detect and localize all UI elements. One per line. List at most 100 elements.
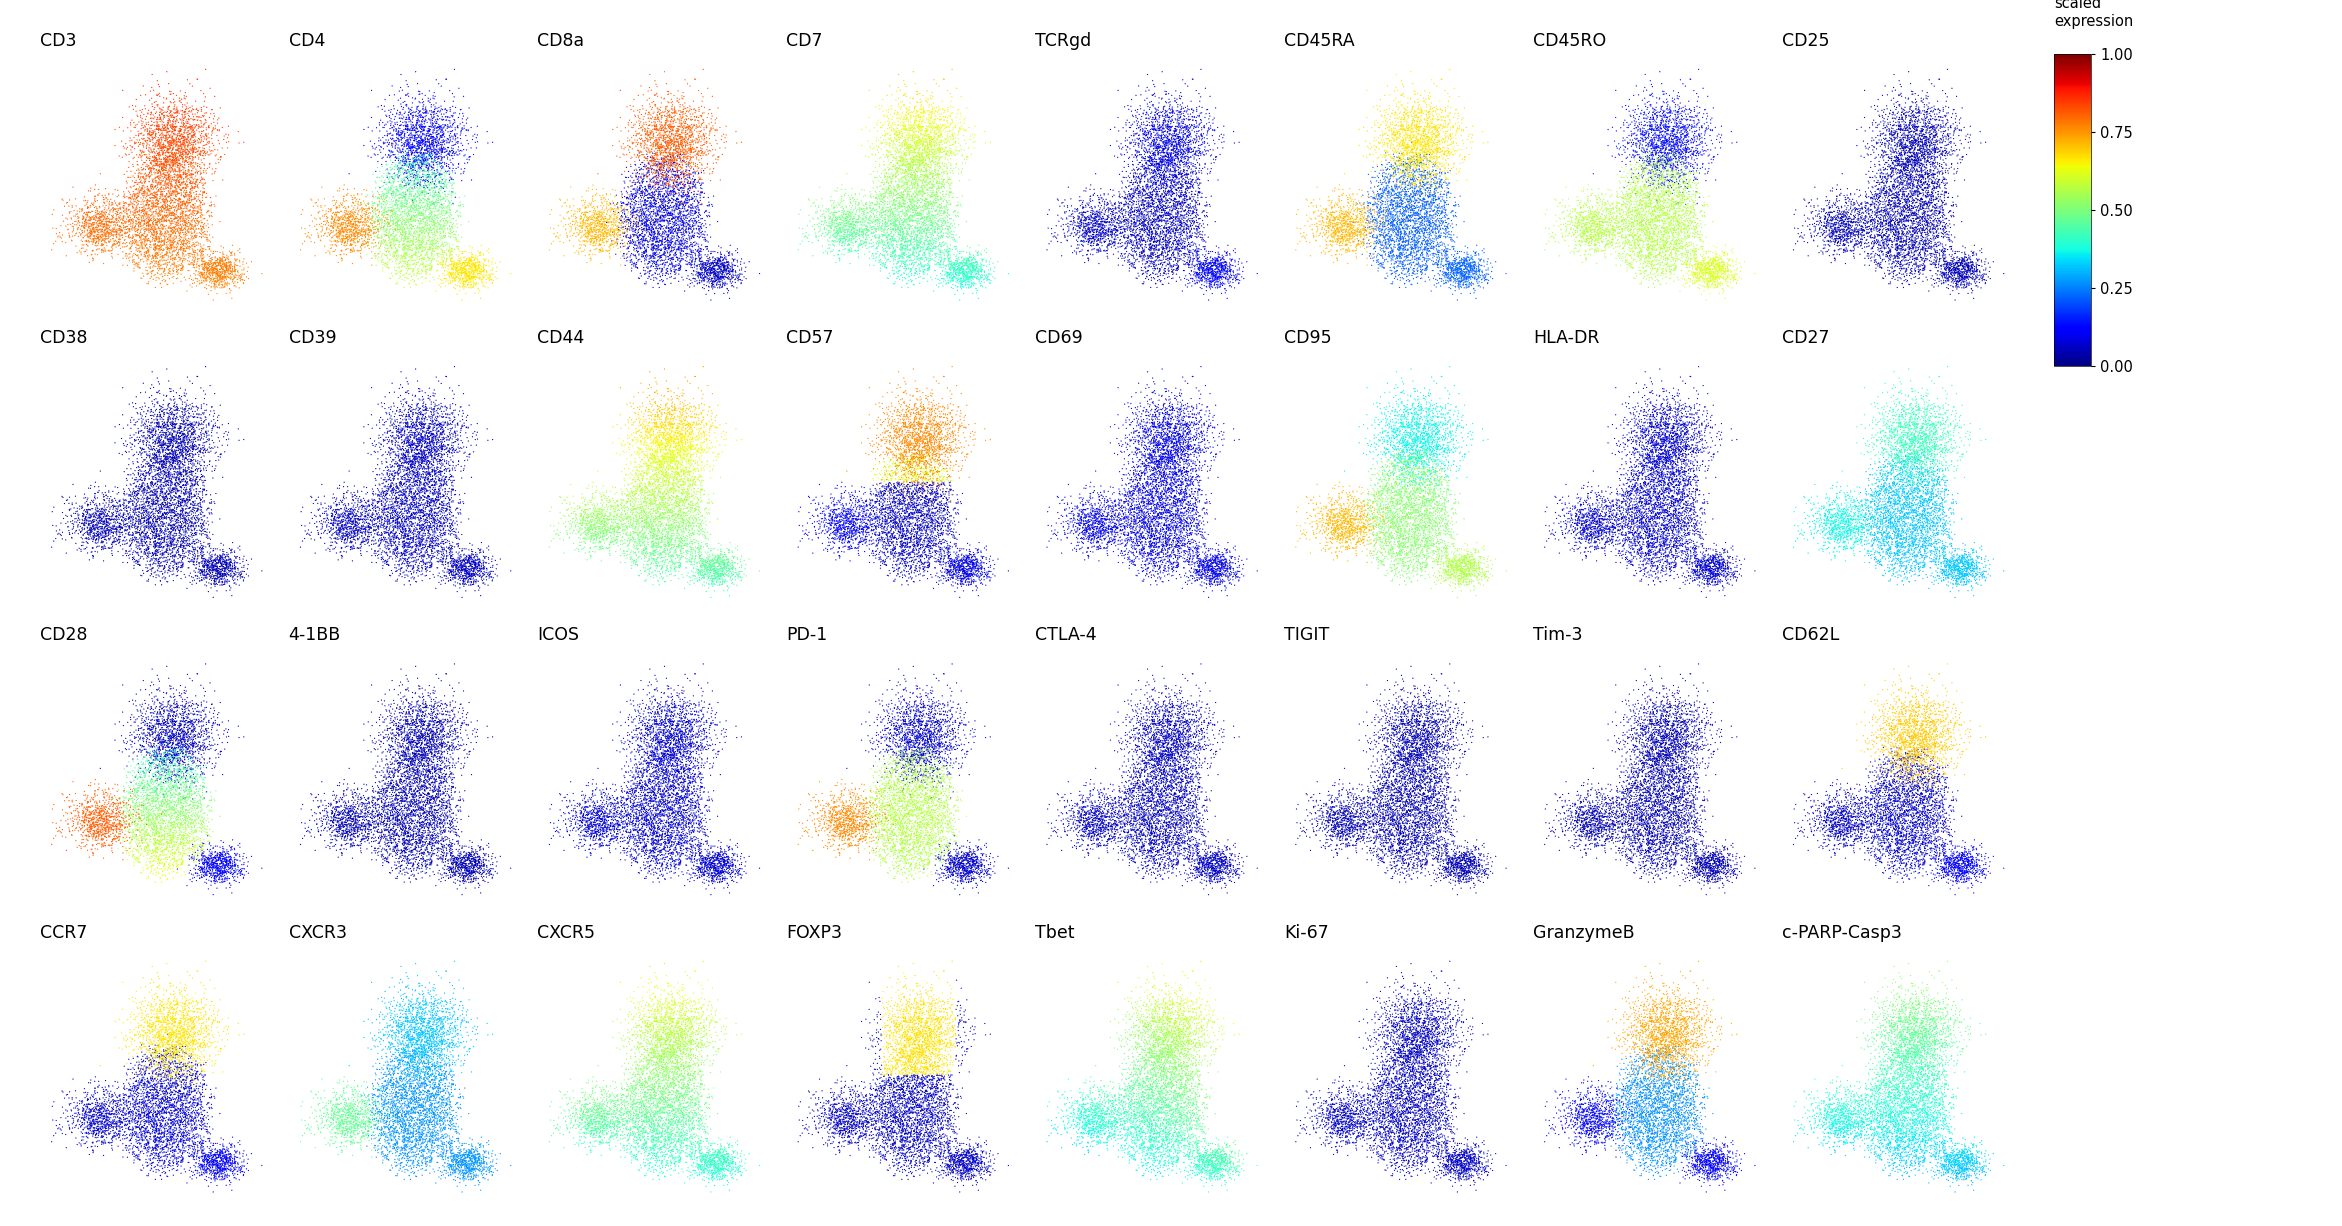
Point — [1410, 476, 1447, 495]
Point — [1677, 438, 1714, 457]
Point — [1639, 802, 1677, 821]
Point — [117, 1122, 155, 1141]
Point — [1892, 1060, 1930, 1080]
Point — [696, 257, 733, 277]
Point — [946, 1156, 984, 1176]
Point — [1316, 809, 1354, 829]
Point — [1906, 1132, 1944, 1151]
Point — [133, 456, 171, 476]
Point — [656, 504, 693, 524]
Point — [185, 424, 222, 444]
Point — [1178, 521, 1215, 541]
Point — [1885, 459, 1923, 478]
Point — [1665, 254, 1703, 273]
Point — [1150, 240, 1187, 260]
Point — [148, 472, 185, 492]
Point — [173, 459, 211, 478]
Point — [101, 1108, 138, 1128]
Point — [1625, 1041, 1663, 1060]
Point — [956, 547, 993, 566]
Point — [1443, 1154, 1480, 1173]
Point — [1396, 1156, 1433, 1176]
Point — [1145, 166, 1183, 185]
Point — [965, 256, 1002, 276]
Point — [1152, 547, 1190, 566]
Point — [836, 1112, 874, 1132]
Point — [415, 120, 452, 140]
Point — [354, 539, 391, 559]
Point — [1925, 221, 1963, 240]
Point — [1190, 1151, 1227, 1171]
Point — [1597, 489, 1635, 509]
Point — [1159, 555, 1197, 575]
Point — [150, 1098, 187, 1118]
Point — [1157, 761, 1194, 781]
Point — [1646, 218, 1684, 238]
Point — [642, 218, 679, 238]
Point — [1358, 204, 1396, 223]
Point — [1916, 733, 1953, 753]
Point — [419, 742, 457, 761]
Point — [1579, 1114, 1616, 1134]
Point — [1909, 1134, 1946, 1154]
Point — [1419, 769, 1457, 788]
Point — [356, 1112, 393, 1132]
Point — [850, 1105, 888, 1124]
Point — [906, 1103, 944, 1123]
Point — [372, 1130, 410, 1150]
Point — [1635, 725, 1672, 744]
Point — [674, 830, 712, 850]
Point — [169, 1021, 206, 1041]
Point — [1379, 824, 1417, 843]
Point — [653, 1152, 691, 1172]
Point — [372, 1010, 410, 1030]
Point — [1396, 109, 1433, 129]
Point — [452, 569, 489, 588]
Point — [129, 516, 166, 536]
Point — [1668, 374, 1705, 394]
Point — [183, 1022, 220, 1042]
Point — [452, 853, 489, 873]
Point — [909, 553, 946, 573]
Point — [424, 158, 461, 178]
Point — [927, 792, 965, 812]
Point — [424, 790, 461, 809]
Point — [1639, 466, 1677, 485]
Point — [1656, 192, 1693, 212]
Point — [1178, 265, 1215, 284]
Point — [1672, 107, 1710, 126]
Point — [644, 405, 682, 424]
Point — [117, 1113, 155, 1133]
Point — [1878, 185, 1916, 205]
Point — [1876, 156, 1913, 175]
Point — [440, 259, 478, 278]
Point — [1295, 499, 1333, 519]
Point — [1927, 1146, 1965, 1166]
Point — [1180, 492, 1218, 511]
Point — [197, 443, 234, 462]
Point — [1904, 732, 1942, 752]
Point — [403, 999, 440, 1019]
Point — [843, 807, 881, 826]
Point — [920, 216, 958, 235]
Point — [1909, 123, 1946, 142]
Point — [1881, 168, 1918, 188]
Point — [408, 852, 445, 872]
Point — [890, 772, 927, 792]
Point — [1885, 1063, 1923, 1083]
Point — [1864, 797, 1902, 817]
Point — [1871, 1007, 1909, 1026]
Point — [1155, 1029, 1192, 1048]
Point — [1403, 1092, 1440, 1112]
Point — [1386, 423, 1424, 443]
Point — [1630, 512, 1668, 532]
Point — [597, 221, 635, 240]
Point — [656, 1041, 693, 1060]
Point — [1443, 866, 1480, 885]
Point — [1642, 526, 1679, 546]
Point — [1412, 479, 1450, 499]
Point — [1393, 1130, 1431, 1150]
Point — [827, 213, 864, 233]
Point — [546, 490, 583, 510]
Point — [827, 499, 864, 519]
